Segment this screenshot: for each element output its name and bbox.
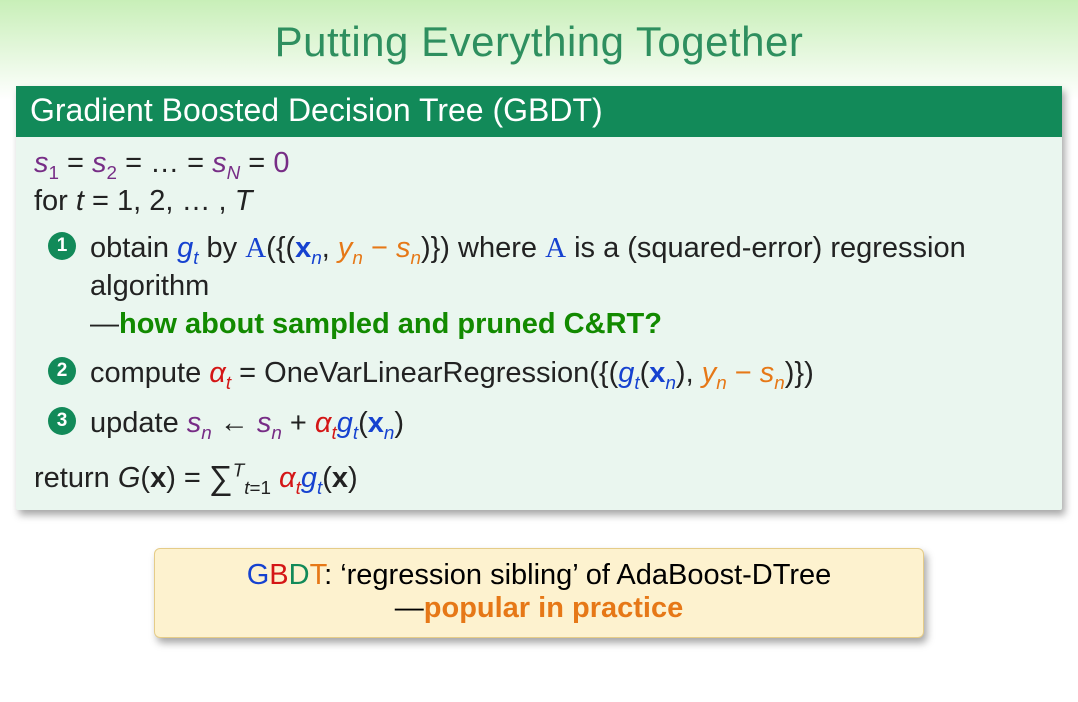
- step-content: update sn ← sn + αtgt(xn): [90, 407, 404, 439]
- step-bullet: 3: [48, 407, 76, 435]
- step-list: 1 obtain gt by A({(xn, yn − sn)}) where …: [34, 226, 1044, 450]
- slide-title: Putting Everything Together: [0, 0, 1078, 76]
- for-line: for t = 1, 2, … , T: [34, 183, 1044, 221]
- step-content: compute αt = OneVarLinearRegression({(gt…: [90, 357, 814, 389]
- init-line: s1 = s2 = … = sN = 0: [34, 145, 1044, 183]
- step-bullet: 1: [48, 232, 76, 260]
- return-line: return G(x) = ∑Tt=1 αtgt(x): [34, 455, 1044, 498]
- step-item: 3 update sn ← sn + αtgt(xn): [34, 401, 1044, 451]
- step-item: 2 compute αt = OneVarLinearRegression({(…: [34, 351, 1044, 401]
- block-title: Gradient Boosted Decision Tree (GBDT): [16, 86, 1062, 137]
- step-content: obtain gt by A({(xn, yn − sn)}) where A …: [90, 232, 966, 339]
- callout-box: GBDT: ‘regression sibling’ of AdaBoost-D…: [154, 548, 924, 638]
- step-bullet: 2: [48, 357, 76, 385]
- step-item: 1 obtain gt by A({(xn, yn − sn)}) where …: [34, 226, 1044, 351]
- algorithm-block: Gradient Boosted Decision Tree (GBDT) s1…: [16, 86, 1062, 510]
- block-body: s1 = s2 = … = sN = 0 for t = 1, 2, … , T…: [16, 137, 1062, 510]
